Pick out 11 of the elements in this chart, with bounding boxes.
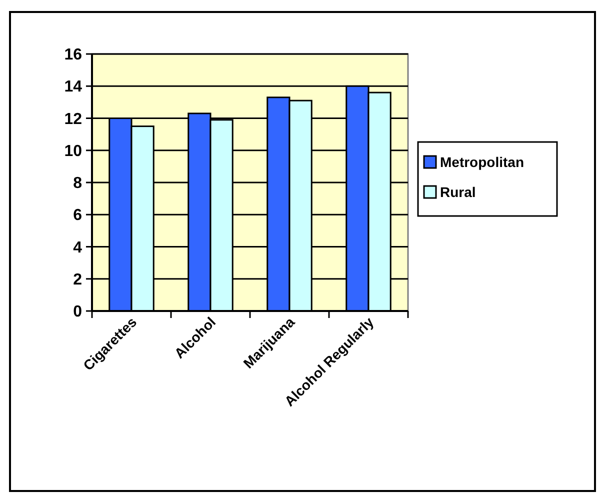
y-tick-label: 2: [73, 271, 82, 288]
y-tick-label: 14: [64, 78, 82, 96]
y-tick-label: 16: [64, 46, 82, 64]
y-tick-label: 10: [64, 142, 82, 160]
y-tick-label: 8: [73, 175, 82, 192]
legend-label: Metropolitan: [440, 154, 524, 170]
y-tick-label: 12: [64, 110, 82, 128]
y-tick-label: 4: [73, 239, 82, 256]
y-tick-label: 0: [73, 304, 82, 321]
y-tick-label: 6: [73, 207, 82, 224]
legend-label: Rural: [440, 184, 476, 200]
